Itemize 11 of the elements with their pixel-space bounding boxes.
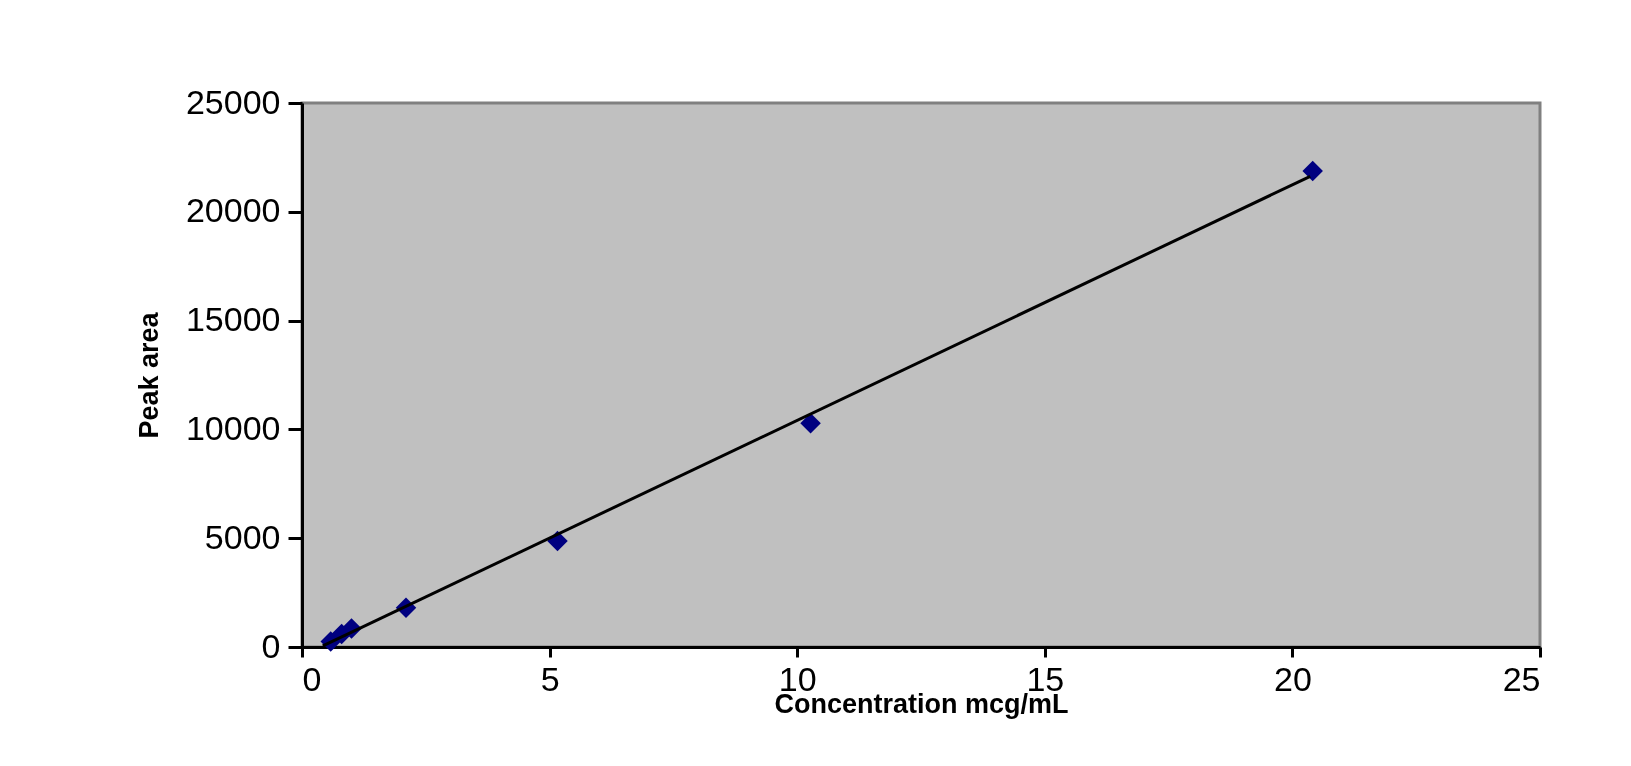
y-tick-label: 25000 [185, 82, 281, 121]
x-tick-label: 20 [1273, 659, 1312, 698]
y-tick-label: 20000 [185, 191, 281, 230]
x-tick-label: 5 [540, 659, 560, 698]
y-tick-label: 15000 [185, 300, 281, 339]
y-tick-label: 10000 [185, 408, 281, 447]
y-tick-label: 5000 [204, 517, 281, 556]
y-tick-label: 0 [261, 626, 281, 665]
y-axis-title: Peak area [133, 311, 164, 439]
x-tick-label: 0 [302, 659, 322, 698]
x-tick-label: 25 [1502, 659, 1541, 698]
